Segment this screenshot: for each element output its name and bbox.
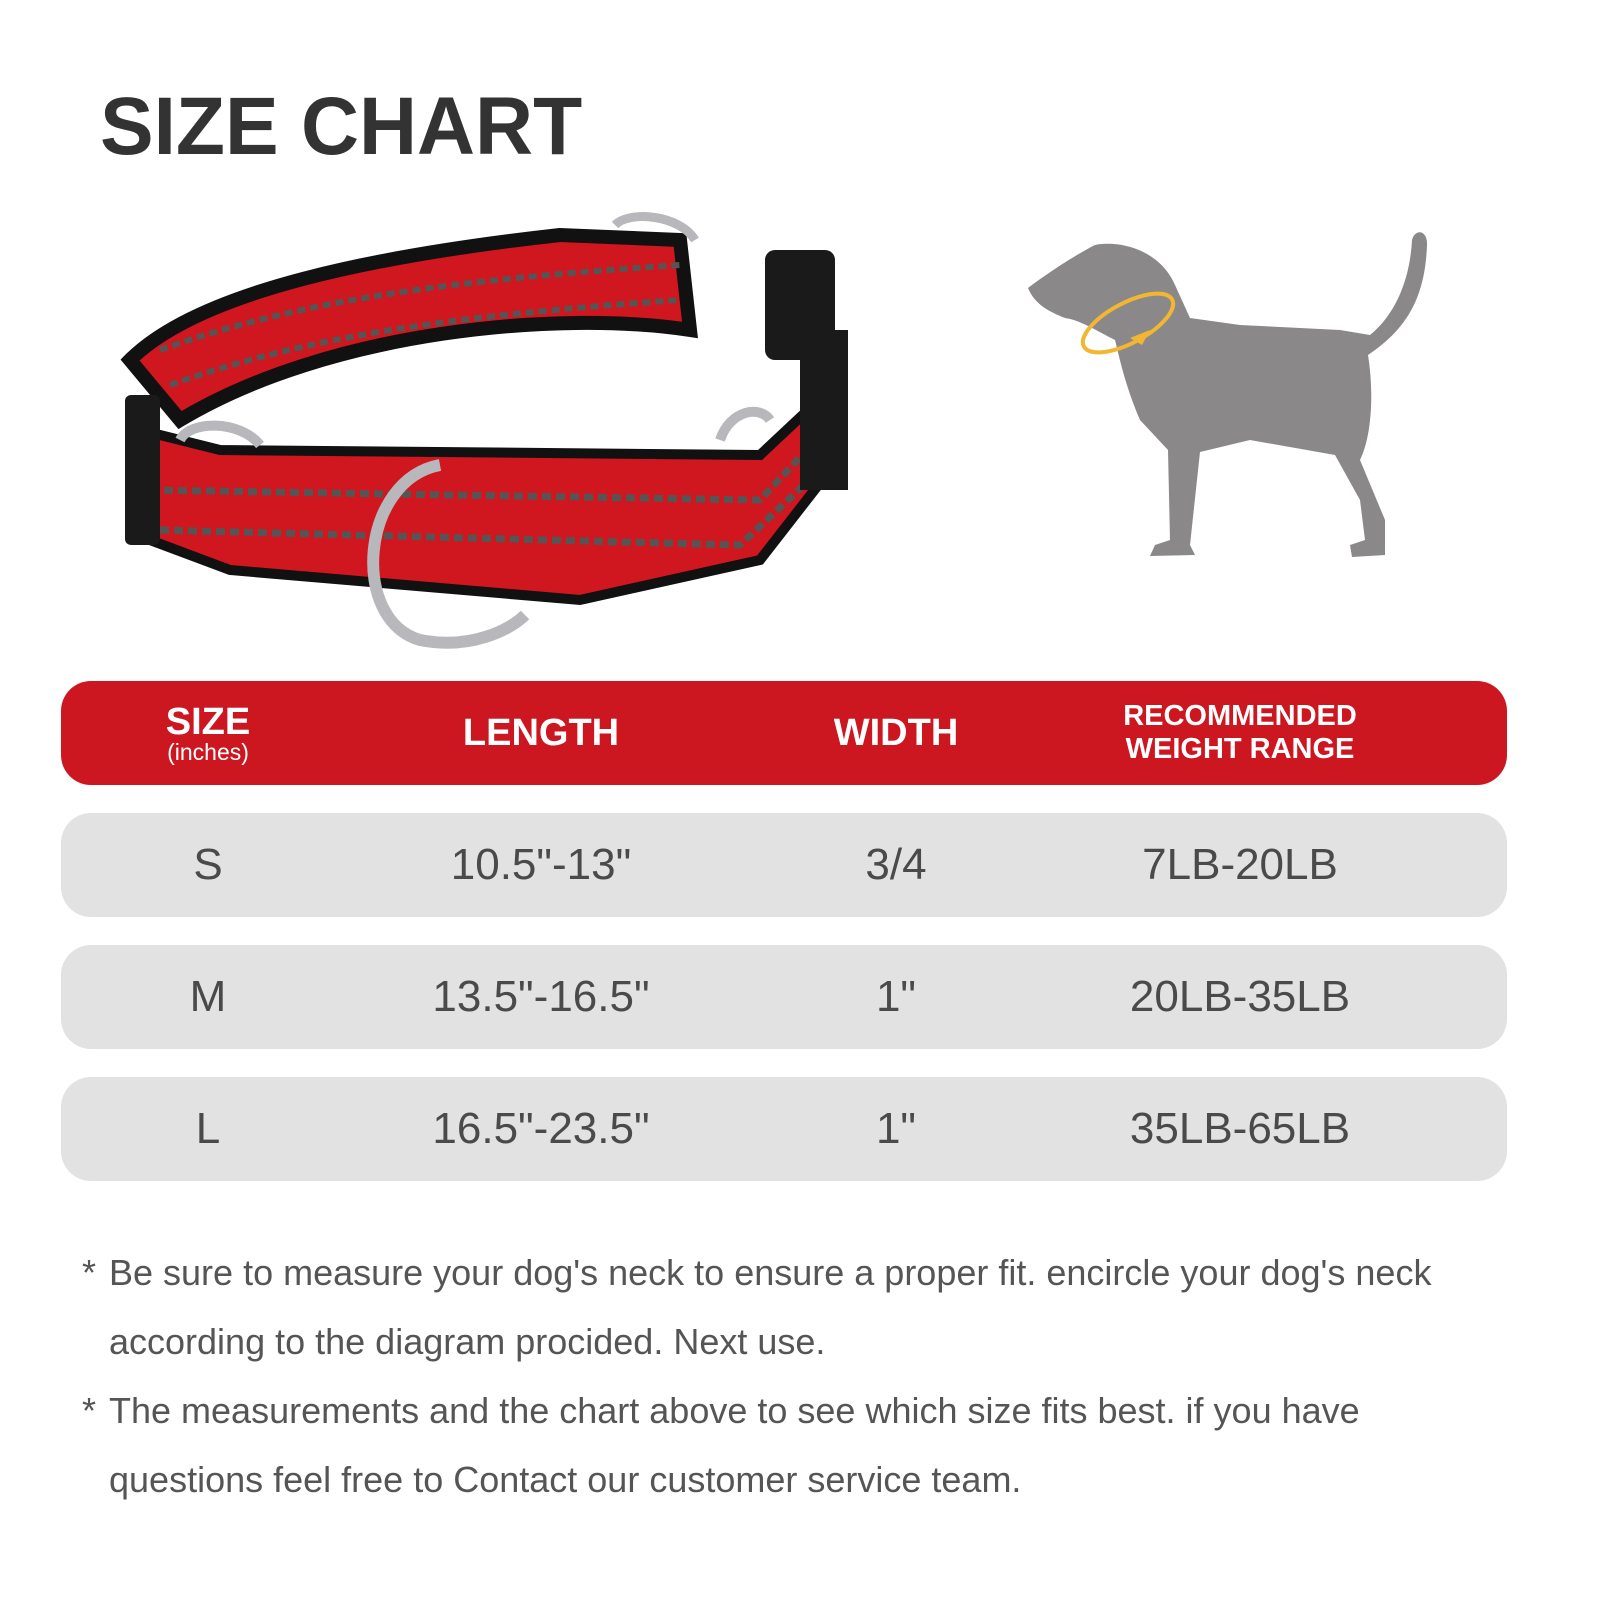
note-item: * Be sure to measure your dog's neck to …	[82, 1238, 1522, 1376]
cell-size: L	[195, 1104, 221, 1153]
cell-length: 10.5"-13"	[450, 840, 632, 889]
table-row: S 10.5"-13" 3/4 7LB-20LB	[61, 813, 1507, 917]
cell-width: 1"	[875, 972, 917, 1021]
header-size-label: SIZE	[165, 700, 251, 743]
table-row: L 16.5"-23.5" 1" 35LB-65LB	[61, 1077, 1507, 1181]
table-header: SIZE (inches) LENGTH WIDTH RECOMMENDED W…	[61, 681, 1507, 785]
header-size: SIZE (inches)	[166, 681, 250, 785]
illustrations	[120, 212, 1428, 649]
cell-size: S	[193, 840, 223, 889]
cell-weight: 7LB-20LB	[1142, 840, 1338, 889]
cell-length: 13.5"-16.5"	[432, 972, 650, 1021]
note-marker: *	[82, 1252, 97, 1293]
cell-size: M	[189, 972, 227, 1021]
note-text: Be sure to measure your dog's neck to en…	[109, 1252, 1432, 1362]
cell-width: 3/4	[865, 840, 927, 889]
header-weight: RECOMMENDED WEIGHT RANGE	[1123, 681, 1357, 785]
header-weight-line1: RECOMMENDED	[1123, 700, 1357, 732]
header-width: WIDTH	[833, 712, 959, 754]
header-size-unit: (inches)	[167, 738, 249, 765]
note-item: * The measurements and the chart above t…	[82, 1376, 1522, 1514]
cell-weight: 35LB-65LB	[1129, 1104, 1351, 1153]
notes: * Be sure to measure your dog's neck to …	[82, 1238, 1522, 1514]
note-text: The measurements and the chart above to …	[109, 1390, 1360, 1500]
dog-silhouette	[1028, 232, 1428, 557]
table-row: M 13.5"-16.5" 1" 20LB-35LB	[61, 945, 1507, 1049]
cell-weight: 20LB-35LB	[1129, 972, 1351, 1021]
header-weight-line2: WEIGHT RANGE	[1125, 733, 1355, 765]
note-marker: *	[82, 1390, 97, 1431]
header-length: LENGTH	[462, 712, 620, 754]
collar-image	[120, 212, 848, 649]
page-title: SIZE CHART	[100, 81, 583, 172]
cell-length: 16.5"-23.5"	[432, 1104, 650, 1153]
cell-width: 1"	[875, 1104, 917, 1153]
